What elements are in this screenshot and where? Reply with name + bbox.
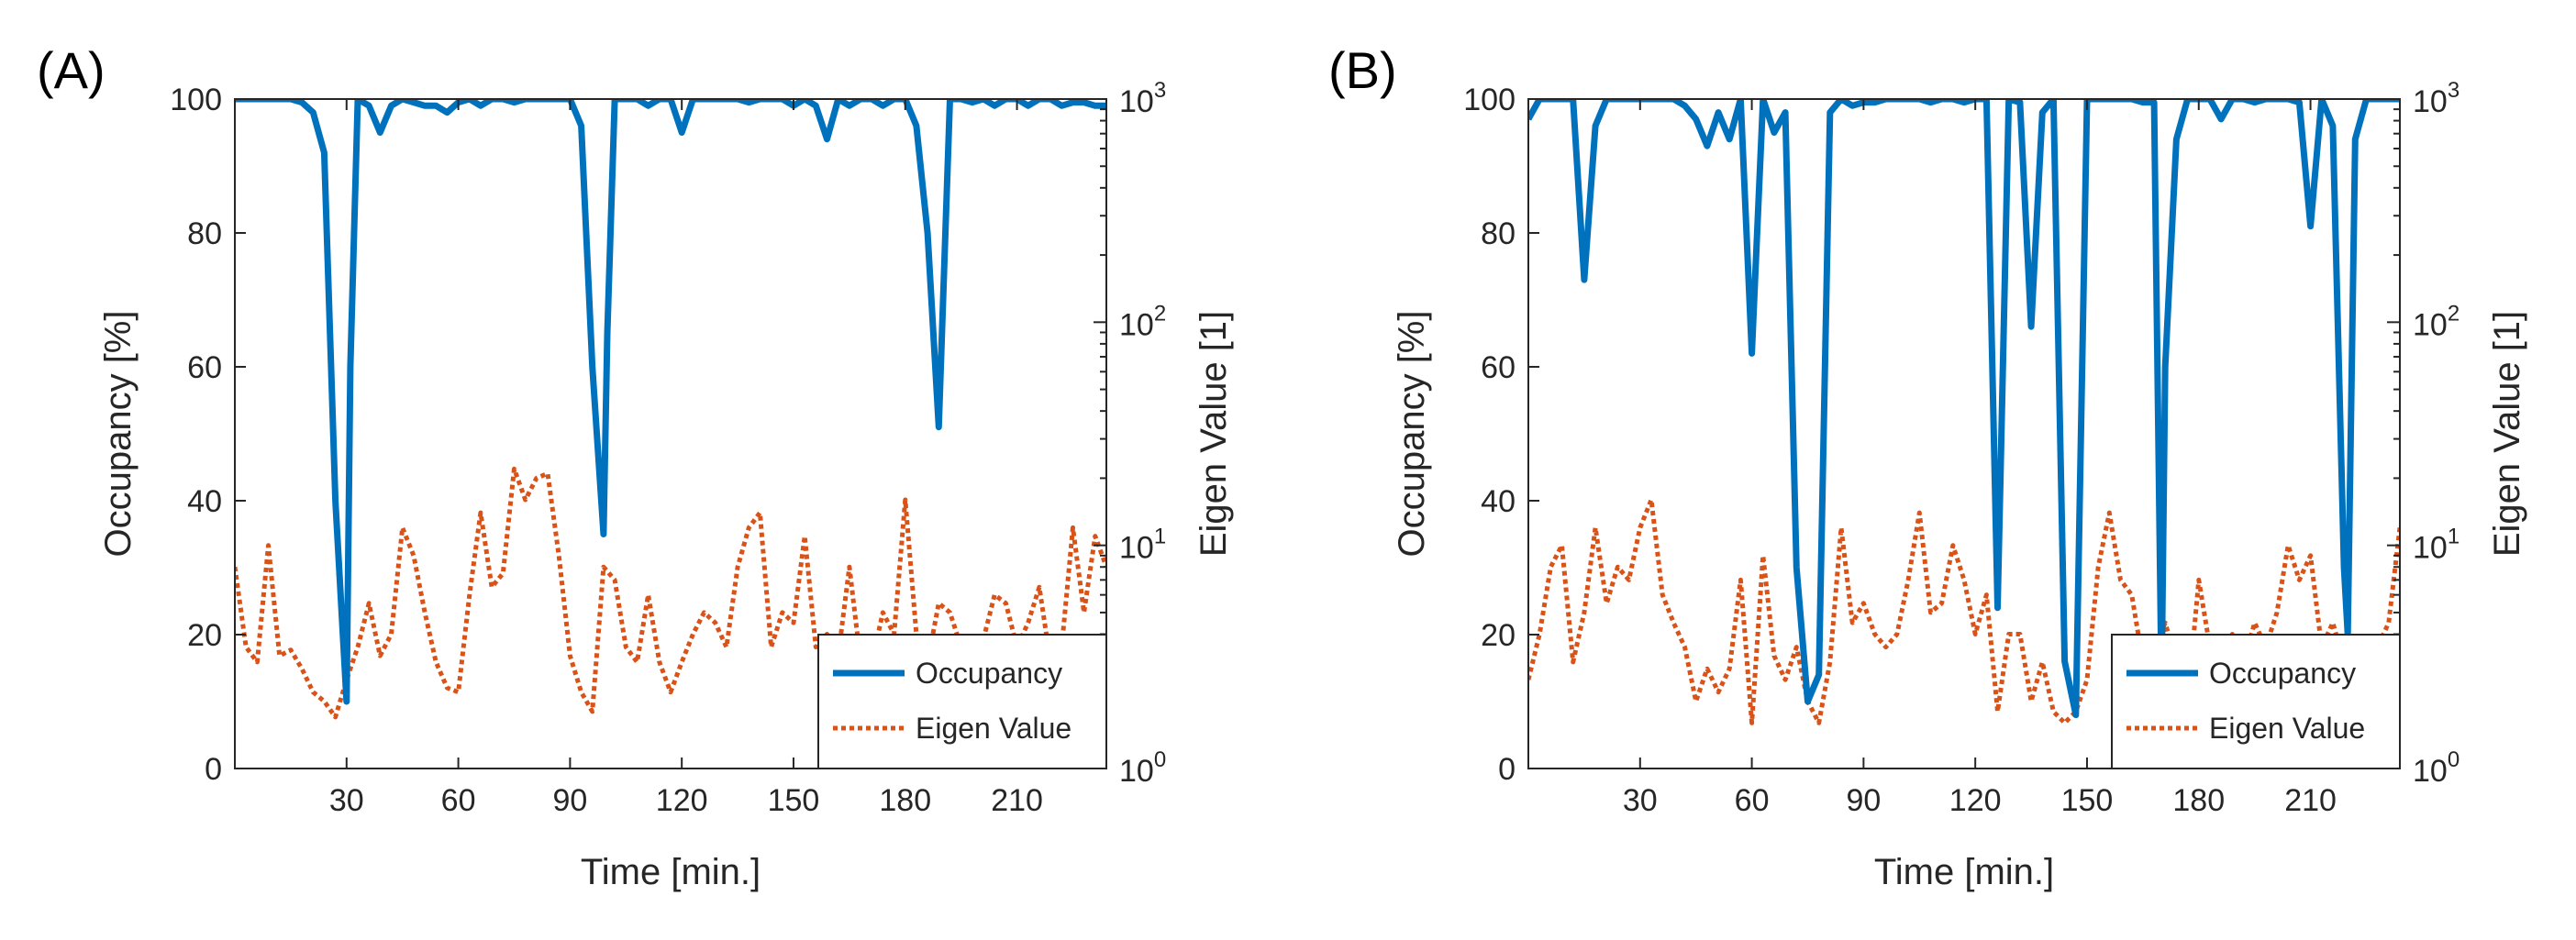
- x-tick-label: 150: [768, 783, 820, 818]
- y-axis-label-right: Eigen Value [1]: [2487, 311, 2527, 557]
- y-tick-label-right-exponent: 0: [1154, 747, 1166, 772]
- x-tick-label: 30: [1623, 783, 1658, 818]
- y-tick-label-left: 80: [187, 216, 222, 251]
- y-tick-label-right: 101: [1119, 525, 1166, 566]
- series-group: [235, 99, 1106, 720]
- y-tick-label-right-base: 10: [1119, 531, 1154, 566]
- y-tick-label-right-exponent: 2: [2448, 301, 2459, 326]
- x-tick-label: 60: [1735, 783, 1770, 818]
- y-tick-label-right: 103: [2413, 78, 2459, 119]
- x-tick-label: 60: [441, 783, 476, 818]
- y-tick-label-left: 40: [1481, 484, 1516, 519]
- y-tick-label-right: 102: [1119, 301, 1166, 342]
- y-tick-label-right-base: 10: [1119, 307, 1154, 342]
- x-tick-label: 120: [1949, 783, 2002, 818]
- y-tick-label-right: 100: [1119, 747, 1166, 789]
- y-tick-label-right: 101: [2413, 525, 2459, 566]
- y-tick-label-left: 20: [187, 618, 222, 653]
- occupancy-line: [1528, 99, 2400, 719]
- axes-box: [234, 98, 1107, 769]
- x-tick-label: 90: [1846, 783, 1881, 818]
- legend-box: [817, 634, 1107, 769]
- y-tick-label-right: 100: [2413, 747, 2459, 789]
- y-tick-label-left: 60: [187, 350, 222, 385]
- legend-occupancy-label: Occupancy: [916, 657, 1062, 690]
- y-tick-label-right-exponent: 0: [2448, 747, 2459, 772]
- panel-label: (A): [37, 41, 105, 99]
- y-tick-label-right-exponent: 1: [1154, 525, 1166, 549]
- x-tick-label: 30: [329, 783, 364, 818]
- y-tick-label-left: 20: [1481, 618, 1516, 653]
- axes-box: [1527, 98, 2401, 769]
- y-tick-label-left: 60: [1481, 350, 1516, 385]
- y-tick-label-left: 100: [1463, 83, 1516, 117]
- y-tick-label-right-exponent: 2: [1154, 301, 1166, 326]
- x-tick-label: 120: [656, 783, 708, 818]
- x-tick-label: 210: [2284, 783, 2337, 818]
- y-tick-label-right-base: 10: [2413, 307, 2448, 342]
- y-tick-label-right-base: 10: [1119, 754, 1154, 789]
- y-axis-label-left: Occupancy [%]: [98, 310, 139, 557]
- legend: Occupancy Eigen Value: [2111, 634, 2401, 769]
- x-tick-label: 180: [879, 783, 931, 818]
- x-tick-label: 150: [2061, 783, 2114, 818]
- y-tick-label-left: 0: [205, 752, 222, 787]
- x-tick-label: 90: [552, 783, 587, 818]
- legend-eigen-label: Eigen Value: [916, 712, 1071, 745]
- x-axis-label: Time [min.]: [1874, 852, 2054, 892]
- x-tick-label: 180: [2172, 783, 2225, 818]
- y-tick-label-left: 40: [187, 484, 222, 519]
- y-tick-label-left: 80: [1481, 216, 1516, 251]
- legend-box: [2111, 634, 2401, 769]
- y-tick-label-left: 100: [170, 83, 222, 117]
- y-axis-label-right: Eigen Value [1]: [1194, 311, 1234, 557]
- y-tick-label-right: 103: [1119, 78, 1166, 119]
- panel-b: 30 60 90 120 150 180 2100204060801001001011021…: [1328, 41, 2527, 892]
- eigen-value-line: [235, 466, 1106, 720]
- y-tick-label-right-exponent: 1: [2448, 525, 2459, 549]
- y-tick-label-left: 0: [1498, 752, 1516, 787]
- series-group: [1528, 99, 2400, 725]
- y-tick-label-right-base: 10: [2413, 754, 2448, 789]
- y-tick-label-right-exponent: 3: [1154, 78, 1166, 103]
- legend-eigen-label: Eigen Value: [2209, 712, 2365, 745]
- legend-occupancy-label: Occupancy: [2209, 657, 2356, 690]
- x-tick-label: 210: [991, 783, 1043, 818]
- panel-a: 30 60 90 120 150 180 2100204060801001001011021…: [37, 41, 1234, 892]
- panel-label: (B): [1328, 41, 1397, 99]
- y-tick-label-right-exponent: 3: [2448, 78, 2459, 103]
- y-tick-label-right-base: 10: [2413, 531, 2448, 566]
- legend: Occupancy Eigen Value: [817, 634, 1107, 769]
- occupancy-line: [235, 99, 1106, 705]
- y-tick-label-right-base: 10: [1119, 84, 1154, 119]
- y-tick-label-right-base: 10: [2413, 84, 2448, 119]
- x-axis-label: Time [min.]: [581, 852, 761, 892]
- y-axis-label-left: Occupancy [%]: [1392, 310, 1432, 557]
- y-tick-label-right: 102: [2413, 301, 2459, 342]
